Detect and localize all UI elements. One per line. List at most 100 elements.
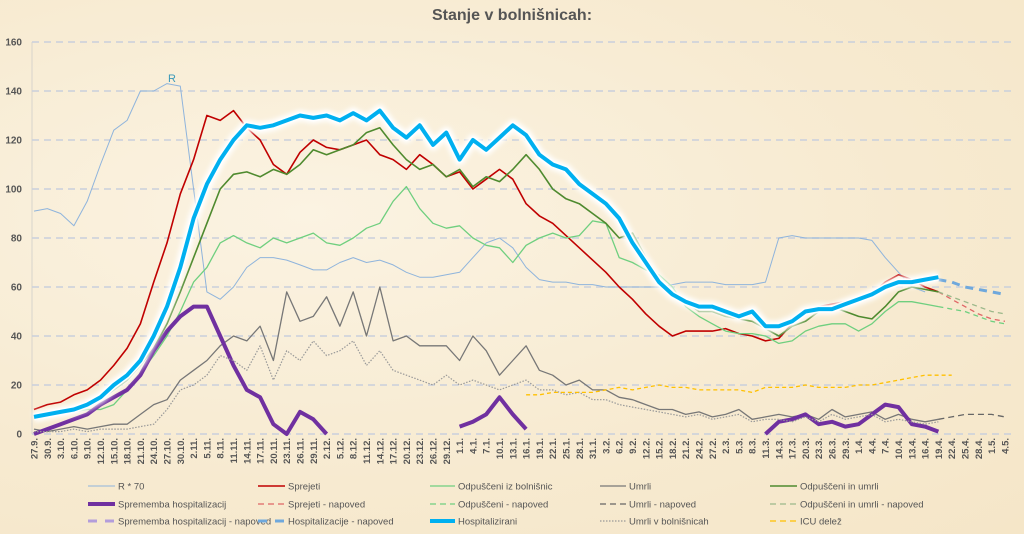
y-tick-label: 20 (11, 381, 23, 392)
series-line-odpu-eni-in-umrli-napoved (938, 291, 1006, 315)
x-tick-label: 7.4. (881, 438, 892, 454)
x-tick-label: 24.2. (695, 438, 706, 459)
x-tick-label: 20.12. (402, 438, 413, 464)
x-tick-label: 13.1. (508, 438, 519, 459)
series-line-hospitalizirani (33, 108, 939, 419)
legend-label: Odpuščeni iz bolnišnic (458, 482, 553, 493)
series-line-umrli (33, 286, 939, 433)
legend-item: Umrli - napoved (600, 500, 696, 511)
legend: R * 70 Sprejeti Odpuščeni iz bolnišnic Umrl… (88, 482, 924, 528)
x-tick-label: 3.10. (56, 438, 67, 459)
legend-label: Odpuščeni - napoved (458, 500, 548, 511)
x-tick-label: 12.2. (641, 438, 652, 459)
x-tick-label: 1.4. (854, 438, 865, 454)
legend-label: Hospitalizacije - napoved (288, 517, 394, 528)
y-tick-label: 0 (16, 430, 22, 441)
gridlines (31, 41, 1016, 435)
x-tick-label: 11.12. (362, 438, 373, 464)
legend-item: Odpuščeni iz bolnišnic (430, 482, 553, 493)
x-tick-label: 2.11. (189, 438, 200, 459)
legend-label: Umrli v bolnišnicah (629, 517, 709, 528)
x-tick-label: 12.10. (96, 438, 107, 464)
y-tick-label: 80 (11, 234, 23, 245)
legend-item: Sprememba hospitalizacij (88, 500, 226, 511)
legend-label: R * 70 (118, 482, 144, 493)
x-tick-label: 11.11. (229, 438, 240, 463)
x-tick-label: 13.4. (907, 438, 918, 459)
x-tick-label: 7.1. (482, 438, 493, 454)
x-tick-label: 25.1. (562, 438, 573, 459)
x-tick-label: 20.3. (801, 438, 812, 459)
x-tick-label: 25.4. (961, 438, 972, 459)
legend-label: Umrli - napoved (629, 500, 696, 511)
series-line-odpu-eni-iz-bolni-nic (33, 185, 939, 416)
x-tick-label: 4.4. (867, 438, 878, 454)
series-line-spremember-hospitalizacij (33, 304, 940, 436)
series-line-umrli-napoved (938, 413, 1006, 420)
x-tick-label: 14.12. (375, 438, 386, 464)
x-tick-label: 8.12. (349, 438, 360, 459)
x-tick-label: 27.10. (163, 438, 174, 464)
x-tick-label: 27.9. (30, 438, 41, 459)
legend-item: ICU delež (770, 517, 842, 528)
y-axis: 0 20 40 60 80 100 120 140 160 (5, 38, 22, 441)
x-tick-label: 22.4. (947, 438, 958, 459)
x-tick-label: 10.1. (495, 438, 506, 459)
x-tick-label: 21.10. (136, 438, 147, 464)
x-tick-label: 5.12. (335, 438, 346, 459)
x-tick-label: 18.2. (668, 438, 679, 459)
x-tick-label: 10.4. (894, 438, 905, 459)
x-tick-label: 29.3. (841, 438, 852, 459)
y-tick-label: 140 (5, 87, 22, 98)
x-tick-label: 4.1. (468, 438, 479, 454)
x-tick-label: 18.10. (123, 438, 134, 464)
legend-item: Hospitalizirani (430, 517, 517, 528)
x-tick-label: 26.12. (429, 438, 440, 464)
x-tick-label: 17.11. (256, 438, 267, 464)
legend-label: Odpuščeni in umrli - napoved (800, 500, 924, 511)
x-tick-label: 9.2. (628, 438, 639, 454)
legend-item: R * 70 (88, 482, 144, 493)
series-line-odpu-eni-napoved (938, 305, 1006, 325)
x-tick-label: 23.12. (415, 438, 426, 464)
legend-item: Odpuščeni - napoved (430, 500, 548, 511)
x-tick-label: 23.11. (282, 438, 293, 464)
x-axis: 27.9. 30.9. 3.10. 6.10. 9.10. 12.10. 15.10. 18.… (30, 438, 1012, 464)
x-tick-label: 21.2. (681, 438, 692, 459)
legend-item: Umrli (600, 482, 651, 493)
x-tick-label: 29.11. (309, 438, 320, 464)
x-tick-label: 28.4. (974, 438, 985, 459)
x-tick-label: 22.1. (548, 438, 559, 459)
x-tick-label: 6.2. (615, 438, 626, 454)
series-glow-hospitalizirani (32, 105, 940, 423)
legend-label: Sprememba hospitalizacij - napoved (118, 517, 271, 528)
x-tick-label: 28.1. (575, 438, 586, 459)
x-tick-label: 15.10. (109, 438, 120, 464)
series-line-sprejeti (33, 109, 939, 411)
legend-item: Sprememba hospitalizacij - napoved (88, 517, 271, 528)
x-tick-label: 9.10. (83, 438, 94, 459)
x-tick-label: 20.11. (269, 438, 280, 464)
series-halo-hospitalizirani (33, 107, 940, 421)
legend-label: Sprememba hospitalizacij (118, 500, 226, 511)
series-line-icu-dele (526, 374, 952, 396)
r-annotation: R (168, 73, 176, 85)
x-tick-label: 1.1. (455, 438, 466, 454)
x-tick-label: 17.12. (389, 438, 400, 464)
legend-label: Hospitalizirani (458, 517, 517, 528)
legend-item: Umrli v bolnišnicah (600, 517, 709, 528)
x-tick-label: 27.2. (708, 438, 719, 459)
legend-label: Umrli (629, 482, 651, 493)
series-lines (32, 83, 1006, 436)
x-tick-label: 30.9. (43, 438, 54, 459)
legend-label: Odpuščeni in umrli (800, 482, 879, 493)
x-tick-label: 5.3. (734, 438, 745, 454)
legend-label: Sprejeti - napoved (288, 500, 365, 511)
legend-item: Hospitalizacije - napoved (258, 517, 394, 528)
legend-item: Sprejeti - napoved (258, 500, 365, 511)
x-tick-label: 8.3. (748, 438, 759, 454)
y-tick-label: 100 (5, 185, 22, 196)
y-tick-label: 60 (11, 283, 23, 294)
series-line-hospitalizacije-napoved (938, 278, 1006, 296)
